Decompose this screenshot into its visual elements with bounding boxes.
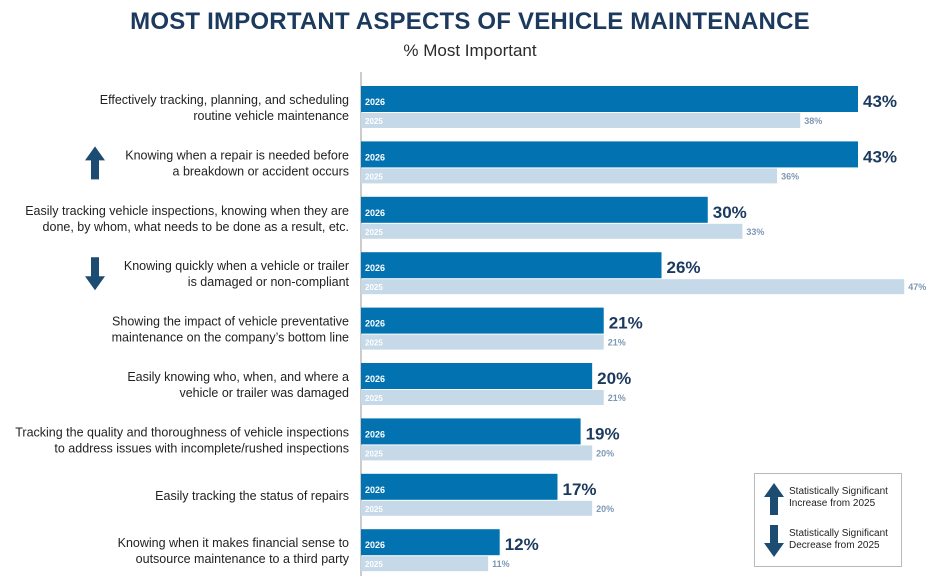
bar-series-label-2026: 2026 bbox=[365, 208, 385, 218]
bar-2026 bbox=[361, 196, 708, 223]
bar-series-label-2025: 2025 bbox=[365, 228, 383, 237]
category-label-line: to address issues with incomplete/rushed… bbox=[54, 441, 349, 455]
category-label-line: Easily tracking vehicle inspections, kno… bbox=[25, 204, 349, 218]
bar-2026 bbox=[361, 529, 500, 556]
bar-series-label-2025: 2025 bbox=[365, 172, 383, 181]
value-label-2025: 20% bbox=[596, 504, 614, 514]
bar-series-label-2025: 2025 bbox=[365, 560, 383, 569]
legend-item-decrease: Statistically Significant Decrease from … bbox=[761, 524, 901, 560]
bar-series-label-2026: 2026 bbox=[365, 540, 385, 550]
category-label: Showing the impact of vehicle preventati… bbox=[112, 315, 349, 345]
value-label-2025: 21% bbox=[608, 338, 626, 348]
category-label-line: Tracking the quality and thoroughness of… bbox=[15, 425, 349, 439]
bar-series-label-2026: 2026 bbox=[365, 97, 385, 107]
bar-2025 bbox=[361, 556, 489, 572]
category-label-line: a breakdown or accident occurs bbox=[173, 164, 349, 178]
bar-2025 bbox=[361, 334, 604, 350]
arrow-up-icon bbox=[764, 483, 784, 515]
bar-2025 bbox=[361, 500, 593, 516]
value-label-2026: 17% bbox=[562, 480, 596, 499]
bar-series-label-2026: 2026 bbox=[365, 319, 385, 329]
value-label-2026: 20% bbox=[597, 369, 631, 388]
category-label-line: Easily tracking the status of repairs bbox=[155, 489, 349, 503]
value-label-2026: 12% bbox=[505, 535, 539, 554]
category-label-line: Showing the impact of vehicle preventati… bbox=[112, 315, 349, 329]
bar-series-label-2025: 2025 bbox=[365, 339, 383, 348]
bar-series-label-2025: 2025 bbox=[365, 505, 383, 514]
category-label-line: Effectively tracking, planning, and sche… bbox=[100, 93, 349, 107]
category-label-line: maintenance on the company’s bottom line bbox=[112, 331, 349, 345]
bar-series-label-2026: 2026 bbox=[365, 485, 385, 495]
bar-series-label-2025: 2025 bbox=[365, 394, 383, 403]
bar-series-label-2025: 2025 bbox=[365, 117, 383, 126]
bar-series-label-2026: 2026 bbox=[365, 374, 385, 384]
arrow-up-icon bbox=[85, 146, 105, 180]
category-label: Effectively tracking, planning, and sche… bbox=[100, 93, 349, 123]
bar-2026 bbox=[361, 307, 604, 334]
bar-2026 bbox=[361, 363, 593, 389]
legend-label-decrease: Statistically Significant Decrease from … bbox=[789, 528, 888, 551]
category-label-line: Knowing quickly when a vehicle or traile… bbox=[124, 259, 349, 273]
value-label-2025: 21% bbox=[608, 393, 626, 403]
bar-2026 bbox=[361, 473, 558, 500]
arrow-down-icon bbox=[764, 525, 784, 557]
value-label-2026: 21% bbox=[609, 314, 643, 333]
bar-series-label-2025: 2025 bbox=[365, 449, 383, 458]
category-label-line: vehicle or trailer was damaged bbox=[179, 386, 349, 400]
value-label-2025: 38% bbox=[804, 116, 822, 126]
category-label-line: is damaged or non-compliant bbox=[188, 275, 350, 289]
category-label: Knowing when a repair is needed before a … bbox=[125, 148, 349, 178]
chart-subtitle: % Most Important bbox=[403, 41, 537, 60]
value-label-2025: 47% bbox=[908, 282, 926, 292]
category-label: Knowing when it makes financial sense to… bbox=[118, 536, 350, 566]
legend-item-increase: Statistically Significant Increase from … bbox=[761, 482, 901, 518]
value-label-2025: 20% bbox=[596, 448, 614, 458]
category-label-line: Easily knowing who, when, and where a bbox=[127, 370, 349, 384]
bar-series-label-2025: 2025 bbox=[365, 283, 383, 292]
category-label-line: done, by whom, what needs to be done as … bbox=[43, 220, 349, 234]
bar-2025 bbox=[361, 113, 801, 128]
legend: Statistically Significant Increase from … bbox=[754, 473, 902, 567]
value-label-2025: 33% bbox=[746, 227, 764, 237]
value-label-2026: 43% bbox=[863, 92, 897, 111]
value-label-2026: 26% bbox=[667, 258, 701, 277]
bar-series-label-2026: 2026 bbox=[365, 429, 385, 439]
category-label-line: Knowing when it makes financial sense to bbox=[118, 536, 349, 550]
value-label-2026: 30% bbox=[713, 203, 747, 222]
category-label-line: outsource maintenance to a third party bbox=[136, 552, 350, 566]
bar-series-label-2026: 2026 bbox=[365, 152, 385, 162]
bar-2026 bbox=[361, 141, 858, 168]
category-label-line: Knowing when a repair is needed before bbox=[125, 148, 349, 162]
chart-title: MOST IMPORTANT ASPECTS OF VEHICLE MAINTE… bbox=[130, 8, 810, 35]
category-label: Easily tracking the status of repairs bbox=[155, 489, 349, 503]
bar-2026 bbox=[361, 418, 581, 445]
bar-2026 bbox=[361, 86, 858, 112]
legend-label-increase: Statistically Significant Increase from … bbox=[789, 486, 888, 509]
value-label-2025: 36% bbox=[781, 171, 799, 181]
bar-2026 bbox=[361, 252, 662, 279]
bar-2025 bbox=[361, 223, 743, 239]
value-label-2025: 11% bbox=[492, 559, 510, 569]
value-label-2026: 19% bbox=[586, 424, 620, 443]
category-label: Easily tracking vehicle inspections, kno… bbox=[25, 204, 349, 234]
category-label: Knowing quickly when a vehicle or traile… bbox=[124, 259, 350, 289]
bar-2025 bbox=[361, 445, 593, 461]
category-label: Easily knowing who, when, and where a veh… bbox=[127, 370, 349, 400]
value-label-2026: 43% bbox=[863, 147, 897, 166]
bar-2025 bbox=[361, 390, 604, 405]
bar-2025 bbox=[361, 168, 778, 184]
category-label: Tracking the quality and thoroughness of… bbox=[15, 425, 349, 455]
bar-series-label-2026: 2026 bbox=[365, 263, 385, 273]
category-label-line: routine vehicle maintenance bbox=[193, 109, 349, 123]
arrow-down-icon bbox=[85, 257, 105, 291]
bar-2025 bbox=[361, 279, 905, 295]
